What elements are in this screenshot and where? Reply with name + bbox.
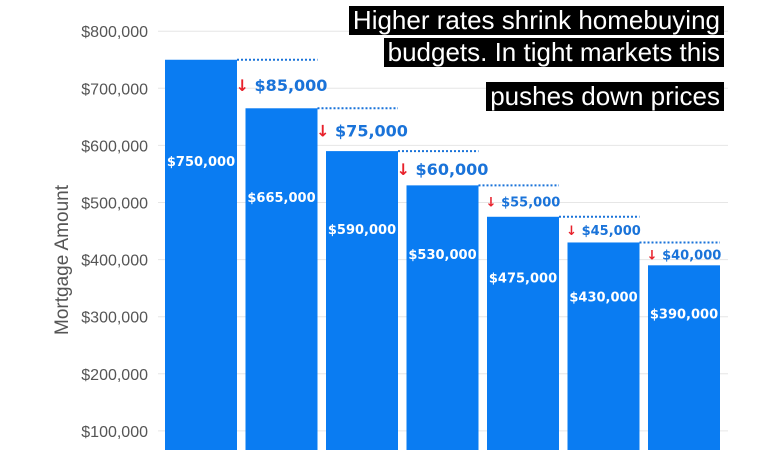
bar-value-label: $390,000 [650, 307, 718, 322]
y-axis-ticks: $100,000 $200,000 $300,000 $400,000 $500,000… [81, 24, 148, 441]
bar-value-label: $530,000 [408, 248, 476, 263]
drop-amount: $60,000 [416, 160, 489, 179]
bar-value-label: $590,000 [328, 223, 396, 238]
bar [487, 216, 559, 450]
down-arrow-icon: ↓ [486, 196, 501, 211]
y-tick-label: $600,000 [81, 138, 148, 155]
drop-amount: $45,000 [582, 224, 641, 239]
bar [648, 265, 720, 450]
y-tick-label: $400,000 [81, 253, 148, 270]
down-arrow-icon: ↓ [397, 160, 416, 179]
chart-title-line-2: budgets. In tight markets this [383, 38, 724, 67]
drop-annotations: ↓ $85,000↓ $75,000↓ $60,000↓ $55,000↓ $4… [236, 58, 722, 263]
bar-value-label: $665,000 [247, 191, 315, 206]
bar-value-label: $750,000 [167, 155, 235, 170]
drop-label: ↓ $40,000 [647, 248, 722, 263]
y-tick-label: $300,000 [81, 310, 148, 327]
bar-value-label: $430,000 [569, 290, 637, 305]
chart-title-line-1: Higher rates shrink homebuying [348, 6, 724, 35]
drop-label: ↓ $45,000 [566, 224, 641, 239]
drop-label: ↓ $85,000 [236, 76, 328, 95]
bar [326, 151, 398, 451]
y-tick-label: $200,000 [81, 367, 148, 384]
y-axis-label: Mortgage Amount [52, 184, 73, 335]
y-tick-label: $800,000 [81, 24, 148, 41]
y-tick-label: $100,000 [81, 424, 148, 441]
bar [245, 108, 318, 450]
drop-amount: $85,000 [255, 76, 328, 95]
drop-amount: $55,000 [501, 196, 560, 211]
drop-amount: $40,000 [662, 248, 721, 263]
y-tick-label: $700,000 [81, 81, 148, 98]
bars: $750,000 $665,000 $590,000 $530,000 $475,000… [165, 59, 720, 451]
down-arrow-icon: ↓ [566, 224, 581, 239]
y-tick-label: $500,000 [81, 196, 148, 213]
drop-amount: $75,000 [335, 122, 408, 141]
chart-title-line-3: pushes down prices [486, 82, 724, 111]
bar-value-label: $475,000 [489, 271, 557, 286]
bar [567, 242, 640, 450]
down-arrow-icon: ↓ [647, 248, 662, 263]
drop-label: ↓ $75,000 [316, 122, 408, 141]
down-arrow-icon: ↓ [316, 122, 335, 141]
drop-label: ↓ $60,000 [397, 160, 489, 179]
down-arrow-icon: ↓ [236, 76, 255, 95]
bar [165, 59, 237, 450]
drop-label: ↓ $55,000 [486, 196, 561, 211]
bar [406, 185, 479, 450]
